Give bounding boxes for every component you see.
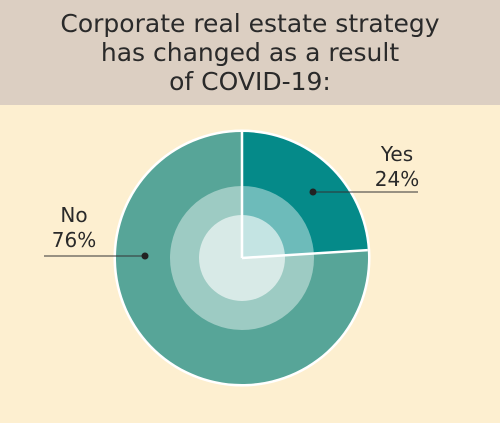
yes-label: Yes bbox=[380, 142, 413, 166]
pie-slice-yes bbox=[242, 132, 368, 258]
chart-title: Corporate real estate strategy has chang… bbox=[60, 9, 440, 96]
title-band: Corporate real estate strategy has chang… bbox=[0, 0, 500, 105]
no-leader-dot bbox=[141, 252, 149, 260]
slice-divider bbox=[241, 248, 368, 260]
no-label: No bbox=[60, 203, 87, 227]
yes-value-label: 24% bbox=[375, 167, 419, 191]
slice-dividers bbox=[240, 132, 368, 260]
yes-leader-dot bbox=[309, 188, 317, 196]
no-value-label: 76% bbox=[52, 228, 96, 252]
